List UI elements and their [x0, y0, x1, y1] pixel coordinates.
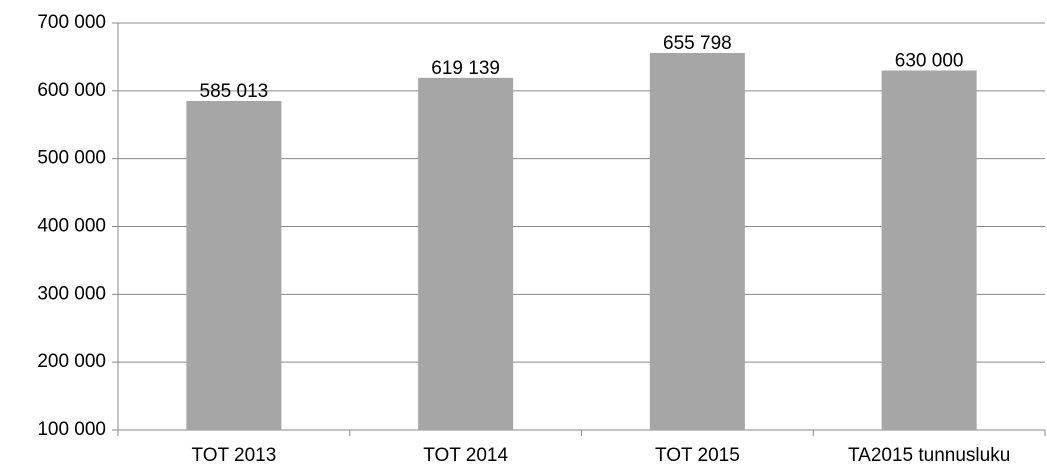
bar [186, 100, 282, 430]
data-label: 655 798 [663, 33, 732, 54]
y-tick-label: 600 000 [37, 80, 106, 101]
y-tick-label: 700 000 [37, 12, 106, 33]
x-tick-label: TOT 2013 [191, 445, 276, 466]
y-tick-label: 500 000 [37, 148, 106, 169]
x-tick-label: TOT 2015 [655, 445, 740, 466]
data-label: 619 139 [431, 58, 500, 79]
bar [881, 70, 977, 430]
bar [418, 77, 514, 430]
bar [649, 52, 745, 430]
x-tick-label: TOT 2014 [423, 445, 508, 466]
data-label: 585 013 [200, 81, 269, 102]
y-tick-label: 200 000 [37, 351, 106, 372]
data-label: 630 000 [895, 50, 964, 71]
x-tick-label: TA2015 tunnusluku [848, 445, 1010, 466]
y-tick-label: 400 000 [37, 216, 106, 237]
y-tick-label: 300 000 [37, 283, 106, 304]
y-tick-label: 100 000 [37, 419, 106, 440]
